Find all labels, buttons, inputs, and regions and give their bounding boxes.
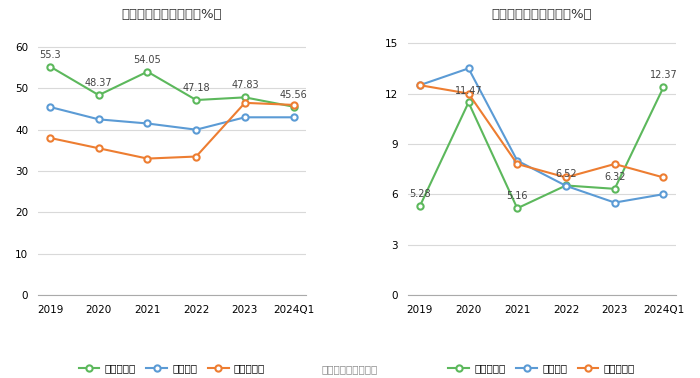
Line: 行业中位数: 行业中位数 [47,100,297,162]
行业中位数 [416,83,424,87]
行业中位数 [94,146,103,150]
行业中位数 [241,101,249,105]
行业中位数 [46,136,54,140]
Text: 45.56: 45.56 [280,90,307,100]
公司毛利率 [144,70,152,74]
Legend: 公司净利率, 行业均值, 行业中位数: 公司净利率, 行业均值, 行业中位数 [444,359,639,377]
Text: 5.28: 5.28 [409,189,430,199]
公司净利率 [610,187,619,191]
行业均值 [610,200,619,205]
Line: 行业均值: 行业均值 [47,104,297,133]
行业均值 [464,66,473,71]
公司毛利率 [241,95,249,100]
行业均值 [241,115,249,119]
行业均值 [144,121,152,126]
行业均值 [416,83,424,87]
行业中位数 [289,103,298,107]
公司净利率 [659,85,668,90]
行业均值 [513,158,522,163]
公司毛利率 [192,98,200,102]
Text: 47.18: 47.18 [183,83,210,93]
行业均值 [192,127,200,132]
Text: 55.3: 55.3 [39,50,61,60]
公司毛利率 [46,64,54,69]
公司毛利率 [94,93,103,98]
Title: 历年净利率变化情况（%）: 历年净利率变化情况（%） [491,8,592,21]
Line: 行业中位数: 行业中位数 [416,82,666,181]
公司净利率 [513,206,522,211]
Line: 行业均值: 行业均值 [416,65,666,206]
Text: 6.32: 6.32 [604,172,625,182]
Line: 公司毛利率: 公司毛利率 [47,64,297,110]
Text: 11.47: 11.47 [455,85,482,96]
行业中位数 [513,162,522,166]
公司净利率 [416,204,424,209]
行业均值 [562,184,570,188]
Legend: 公司毛利率, 行业均值, 行业中位数: 公司毛利率, 行业均值, 行业中位数 [74,359,270,377]
行业均值 [289,115,298,119]
Text: 12.37: 12.37 [650,70,678,81]
Title: 历年毛利率变化情况（%）: 历年毛利率变化情况（%） [122,8,222,21]
公司毛利率 [289,104,298,109]
Text: 5.16: 5.16 [507,191,528,201]
Text: 数据来源：恒生聚源: 数据来源：恒生聚源 [322,364,378,374]
Line: 公司净利率: 公司净利率 [416,84,666,211]
行业中位数 [464,91,473,96]
行业中位数 [192,154,200,159]
Text: 6.52: 6.52 [555,169,577,178]
行业中位数 [144,156,152,161]
行业均值 [94,117,103,122]
行业均值 [659,192,668,197]
Text: 48.37: 48.37 [85,78,113,88]
Text: 54.05: 54.05 [134,55,161,65]
Text: 47.83: 47.83 [231,81,259,90]
行业中位数 [659,175,668,180]
公司净利率 [562,183,570,188]
公司净利率 [464,100,473,105]
行业中位数 [562,175,570,180]
行业中位数 [610,162,619,166]
行业均值 [46,105,54,109]
